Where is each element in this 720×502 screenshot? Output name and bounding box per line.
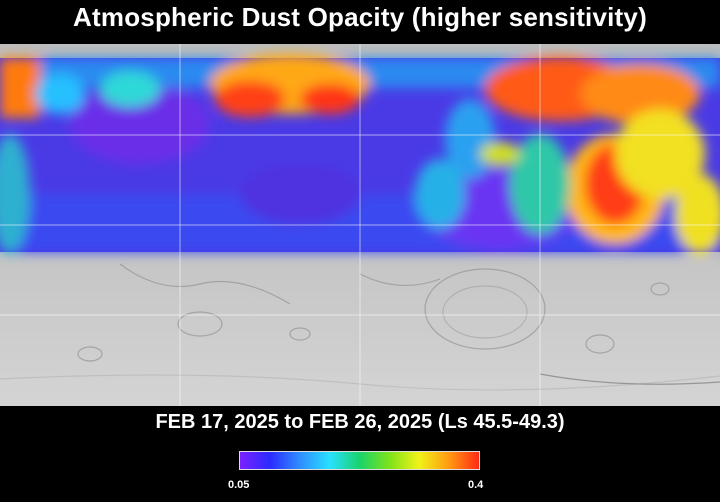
colorbar-min-label: 0.05: [228, 479, 250, 491]
date-range-label: FEB 17, 2025 to FEB 26, 2025 (Ls 45.5-49…: [155, 411, 565, 433]
map-title: Atmospheric Dust Opacity (higher sensiti…: [73, 2, 647, 32]
colorbar-max-label: 0.4: [468, 479, 484, 491]
map-grid: [0, 44, 720, 406]
opacity-colorbar: [239, 451, 480, 470]
dust-opacity-map: [0, 44, 720, 406]
